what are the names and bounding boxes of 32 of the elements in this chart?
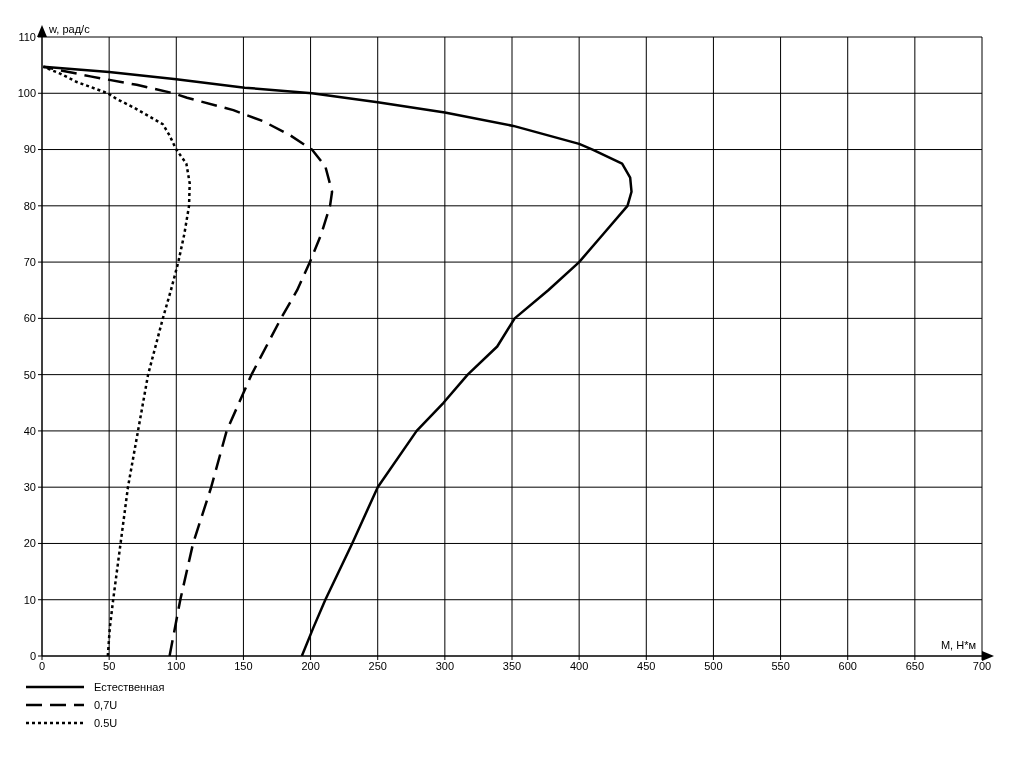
y-tick-label: 10 [23, 593, 36, 606]
y-axis-title: w, рад/с [49, 23, 90, 35]
x-axis-title: М, Н*м [940, 639, 976, 651]
x-tick-label: 600 [838, 659, 857, 672]
x-tick-label: 650 [905, 659, 925, 672]
text: 0,7U [94, 699, 118, 711]
y-tick-label: 110 [18, 30, 36, 43]
y-tick-label: 50 [23, 368, 36, 381]
x-tick-label: 400 [569, 659, 589, 672]
x-tick-label: 0 [38, 659, 46, 672]
y-tick-label: 40 [23, 424, 36, 437]
y-tick-label: 30 [23, 481, 36, 494]
x-tick-label: 50 [103, 659, 116, 672]
y-tick-label: 80 [23, 199, 36, 212]
y-tick-label: 90 [23, 143, 36, 156]
y-tick-label: 0 [29, 649, 36, 662]
x-tick-label: 500 [704, 659, 723, 672]
y-tick-label: 70 [23, 256, 36, 268]
x-tick-label: 550 [771, 659, 790, 672]
x-tick-label: 450 [637, 659, 656, 672]
y-tick-label: 100 [17, 87, 36, 100]
x-tick-label: 300 [435, 659, 455, 672]
x-tick-label: 200 [301, 659, 320, 672]
x-tick-label: 100 [167, 659, 186, 672]
x-tick-label: 700 [972, 659, 992, 672]
y-tick-label: 60 [23, 312, 36, 325]
y-tick-label: 20 [23, 537, 36, 550]
x-tick-label: 350 [502, 659, 522, 672]
x-tick-label: 150 [234, 659, 253, 672]
text: Естественная [94, 681, 165, 693]
text: 0.5U [94, 717, 118, 729]
x-tick-label: 250 [368, 659, 387, 672]
